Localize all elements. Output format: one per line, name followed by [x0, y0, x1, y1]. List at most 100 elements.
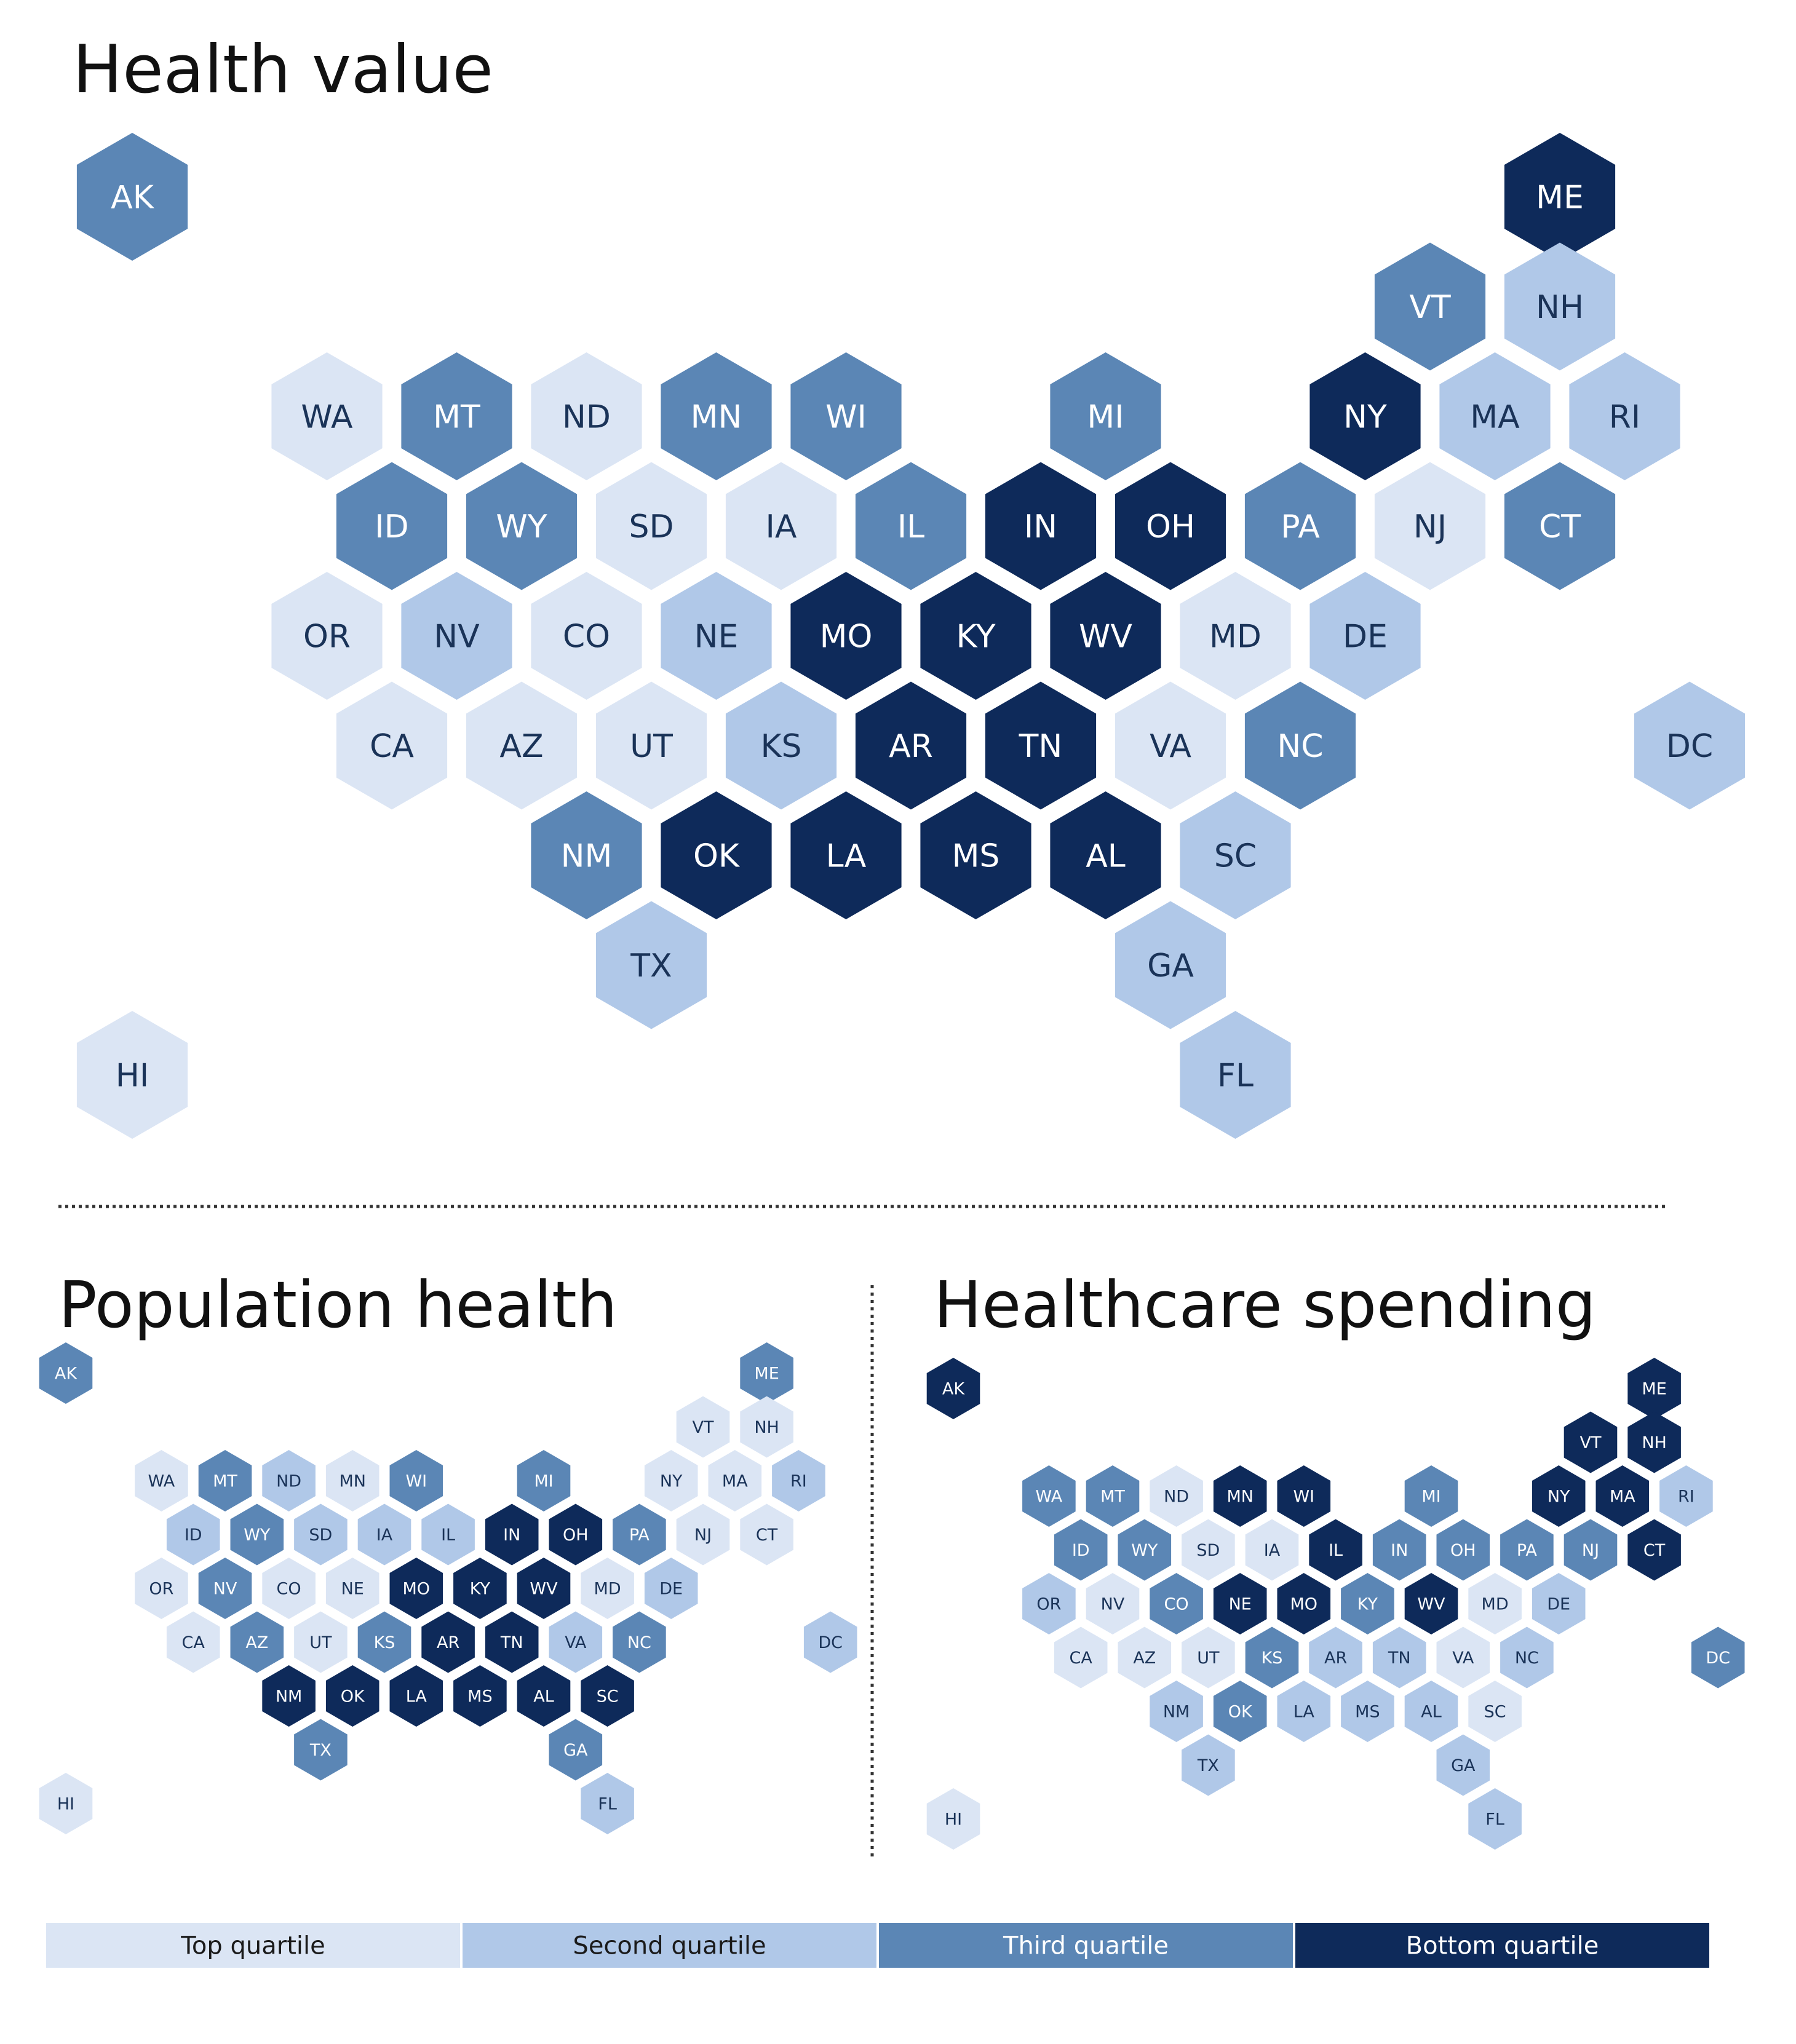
- state-hexagon: [166, 1503, 220, 1566]
- state-label: VA: [1452, 1649, 1474, 1668]
- state-label: UT: [309, 1633, 332, 1652]
- state-hexagon: [1436, 1734, 1490, 1796]
- healthcare-spending-state-dc: DC: [1691, 1626, 1745, 1689]
- health-value-state-wv: WV: [1050, 572, 1161, 700]
- state-hexagon: [1050, 352, 1161, 480]
- state-hexagon: [1022, 1573, 1076, 1634]
- healthcare-spending-state-ny: NY: [1532, 1465, 1586, 1527]
- state-label: NY: [660, 1472, 683, 1491]
- state-hexagon: [1150, 1465, 1203, 1527]
- health-value-state-ca: CA: [336, 681, 448, 810]
- state-hexagon: [1500, 1519, 1554, 1581]
- healthcare-spending-state-tx: TX: [1182, 1734, 1235, 1796]
- population-health-state-ok: OK: [325, 1665, 379, 1727]
- state-hexagon: [262, 1558, 316, 1619]
- state-label: WA: [301, 399, 353, 436]
- state-label: NH: [1642, 1433, 1667, 1452]
- state-label: WV: [530, 1580, 558, 1599]
- state-hexagon: [855, 681, 967, 810]
- state-hexagon: [1436, 1626, 1490, 1689]
- population-health-state-la: LA: [389, 1665, 443, 1727]
- healthcare-spending-state-al: AL: [1404, 1681, 1458, 1742]
- healthcare-spending-state-mo: MO: [1277, 1573, 1331, 1634]
- state-label: AZ: [1133, 1649, 1156, 1668]
- state-label: VA: [1150, 728, 1191, 765]
- population-health-state-hi: HI: [39, 1773, 93, 1834]
- state-hexagon: [166, 1611, 220, 1673]
- state-hexagon: [1050, 572, 1161, 700]
- population-health-state-nc: NC: [613, 1611, 666, 1673]
- state-hexagon: [421, 1503, 475, 1566]
- healthcare-spending-state-in: IN: [1372, 1519, 1426, 1581]
- state-label: FL: [598, 1795, 617, 1814]
- state-hexagon: [644, 1450, 698, 1511]
- health-value-state-fl: FL: [1180, 1011, 1291, 1139]
- state-label: VT: [693, 1418, 714, 1437]
- state-hexagon: [926, 1358, 980, 1419]
- state-label: ND: [276, 1472, 301, 1491]
- population-health-state-wa: WA: [135, 1450, 188, 1511]
- state-hexagon: [230, 1611, 284, 1673]
- state-label: NJ: [694, 1526, 712, 1545]
- health-value-state-de: DE: [1309, 572, 1421, 700]
- state-label: MS: [1355, 1703, 1380, 1722]
- state-hexagon: [1404, 1681, 1458, 1742]
- state-hexagon: [1595, 1465, 1650, 1527]
- state-label: HI: [945, 1810, 962, 1829]
- health-value-state-va: VA: [1115, 681, 1226, 810]
- state-label: MT: [1100, 1487, 1125, 1507]
- population-health-state-sc: SC: [581, 1665, 634, 1727]
- state-hexagon: [1244, 681, 1356, 810]
- state-hexagon: [1118, 1626, 1172, 1689]
- state-hexagon: [803, 1611, 857, 1673]
- health-value-state-mo: MO: [790, 572, 902, 700]
- state-hexagon: [644, 1558, 698, 1619]
- state-hexagon: [1182, 1519, 1235, 1581]
- state-label: MO: [820, 619, 873, 656]
- state-label: NE: [341, 1580, 364, 1599]
- state-label: IA: [1264, 1541, 1281, 1560]
- state-label: WY: [496, 509, 547, 545]
- health-value-state-tn: TN: [985, 681, 1097, 810]
- state-hexagon: [920, 572, 1031, 700]
- state-label: AR: [1324, 1649, 1347, 1668]
- state-hexagon: [1180, 1011, 1291, 1139]
- healthcare-spending-state-oh: OH: [1436, 1519, 1490, 1581]
- state-hexagon: [725, 462, 837, 590]
- state-label: NE: [694, 619, 739, 656]
- state-label: AR: [437, 1633, 459, 1652]
- state-label: UT: [630, 728, 673, 765]
- healthcare-spending-state-ca: CA: [1054, 1626, 1108, 1689]
- state-label: MI: [1421, 1487, 1440, 1507]
- state-hexagon: [790, 791, 902, 919]
- state-label: IN: [1391, 1541, 1408, 1560]
- health-value-state-nj: NJ: [1374, 462, 1486, 590]
- state-hexagon: [1309, 1626, 1362, 1689]
- healthcare-spending-state-ri: RI: [1659, 1465, 1713, 1527]
- population-health-state-vt: VT: [676, 1396, 730, 1458]
- state-hexagon: [401, 352, 512, 480]
- state-label: OR: [149, 1580, 173, 1599]
- population-health-state-mn: MN: [325, 1450, 379, 1511]
- state-hexagon: [294, 1503, 348, 1566]
- healthcare-spending-state-la: LA: [1277, 1681, 1331, 1742]
- healthcare-spending-state-sc: SC: [1468, 1681, 1522, 1742]
- population-health-state-wv: WV: [517, 1558, 571, 1619]
- healthcare-spending-state-or: OR: [1022, 1573, 1076, 1634]
- state-hexagon: [466, 462, 578, 590]
- state-label: CA: [1070, 1649, 1093, 1668]
- legend-item-q1: Top quartile: [46, 1923, 460, 1968]
- population-health-state-tn: TN: [485, 1611, 539, 1673]
- state-label: MS: [952, 838, 1000, 875]
- healthcare-spending-state-ct: CT: [1627, 1519, 1681, 1581]
- health-value-state-ga: GA: [1115, 901, 1226, 1029]
- state-hexagon: [1374, 242, 1486, 371]
- state-hexagon: [517, 1450, 571, 1511]
- state-label: VA: [565, 1633, 587, 1652]
- state-label: VT: [1580, 1433, 1602, 1452]
- health-value-state-nv: NV: [401, 572, 512, 700]
- healthcare-spending-state-nv: NV: [1086, 1573, 1140, 1634]
- state-label: IL: [897, 509, 924, 545]
- health-value-state-ct: CT: [1504, 462, 1616, 590]
- state-label: MD: [594, 1580, 621, 1599]
